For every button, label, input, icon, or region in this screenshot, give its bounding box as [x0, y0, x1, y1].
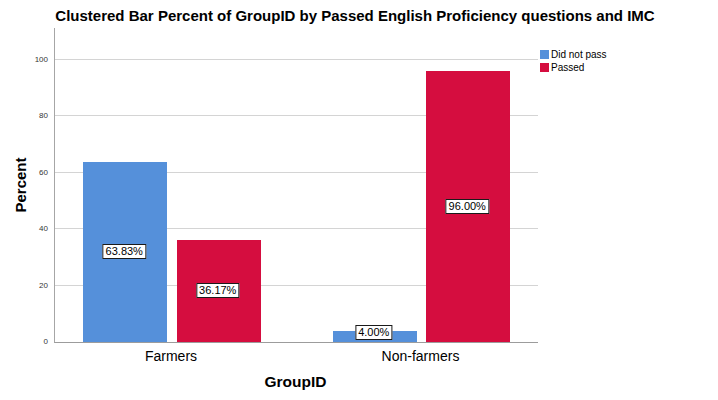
legend-label: Passed — [551, 62, 584, 73]
legend-swatch-icon — [540, 50, 549, 59]
bar-value-label: 4.00% — [355, 325, 392, 340]
gridline — [55, 59, 538, 60]
plot-area — [54, 28, 538, 343]
y-tick-label: 0 — [0, 337, 48, 346]
clustered-bar-chart: Clustered Bar Percent of GroupID by Pass… — [0, 0, 718, 400]
y-tick-label: 100 — [0, 55, 48, 64]
legend-item: Passed — [540, 61, 607, 74]
legend-label: Did not pass — [551, 49, 607, 60]
x-category-label: Non-farmers — [382, 348, 460, 364]
bar-value-label: 63.83% — [103, 244, 146, 259]
y-tick-label: 60 — [0, 168, 48, 177]
legend-swatch-icon — [540, 63, 549, 72]
y-tick-label: 40 — [0, 224, 48, 233]
y-tick-label: 20 — [0, 281, 48, 290]
y-tick-label: 80 — [0, 111, 48, 120]
chart-title: Clustered Bar Percent of GroupID by Pass… — [0, 7, 714, 24]
bar-value-label: 36.17% — [196, 283, 239, 298]
legend: Did not pass Passed — [540, 48, 607, 74]
bar-value-label: 96.00% — [446, 199, 489, 214]
x-axis-title: GroupID — [54, 373, 537, 391]
legend-item: Did not pass — [540, 48, 607, 61]
x-category-label: Farmers — [145, 348, 197, 364]
y-axis-title: Percent — [12, 157, 29, 212]
